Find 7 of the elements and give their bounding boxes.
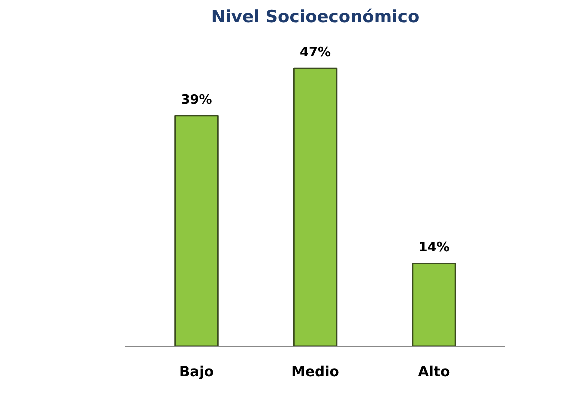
data-label: 47%	[300, 46, 332, 61]
x-tick-label: Medio	[292, 364, 340, 380]
chart-title: Nivel Socioeconómico	[211, 8, 420, 28]
data-label: 14%	[418, 240, 450, 256]
data-label: 39%	[181, 92, 212, 108]
x-tick-label: Bajo	[179, 364, 214, 380]
x-tick-label: Alto	[418, 364, 451, 380]
